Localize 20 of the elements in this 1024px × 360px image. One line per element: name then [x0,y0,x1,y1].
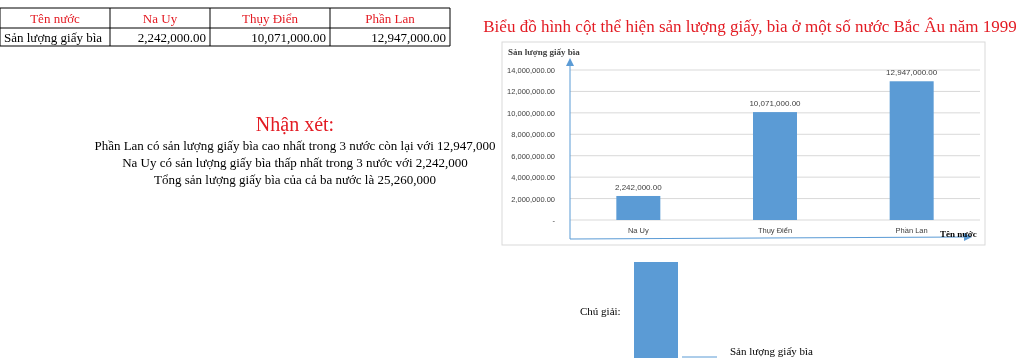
category-label: Na Uy [142,11,178,26]
text: 2,242,000.00 [137,30,206,45]
text: Tên nước [30,11,80,26]
x-axis-title: Tên nước [940,229,977,239]
y-axis-title: Sản lượng giấy bìa [508,47,581,57]
data-label: 2,242,000.00 [614,182,663,192]
text: Tổng sản lượng giấy bìa của cả ba nước là 25,260,000 [154,172,436,187]
chart-title: Biểu đồ hình cột thể hiện sản lượng giấy, bìa ở một số nước Bắc Âu năm 1999 [483,17,1017,36]
text: Na Uy có sản lượng giấy bìa thấp nhất trong 3 nước với 2,242,000 [122,155,468,170]
text: Phần Lan có sản lượng giấy bìa cao nhất trong 3 nước còn lại với 12,947,000 [94,138,496,153]
text: Nhận xét: [255,113,335,135]
data-label: 12,947,000.00 [886,68,938,78]
text: Sản lượng giấy bìa [4,30,103,45]
text: 12,947,000.00 [371,30,446,45]
category-label: Phần Lan [365,11,415,26]
category-label: Thụy Điển [242,11,298,26]
text: 10,071,000.00 [251,30,326,45]
legend-title: Chú giải: [580,305,621,317]
data-label: 10,071,000.00 [749,99,802,109]
legend-label: Sản lượng giấy bìa [730,345,814,357]
